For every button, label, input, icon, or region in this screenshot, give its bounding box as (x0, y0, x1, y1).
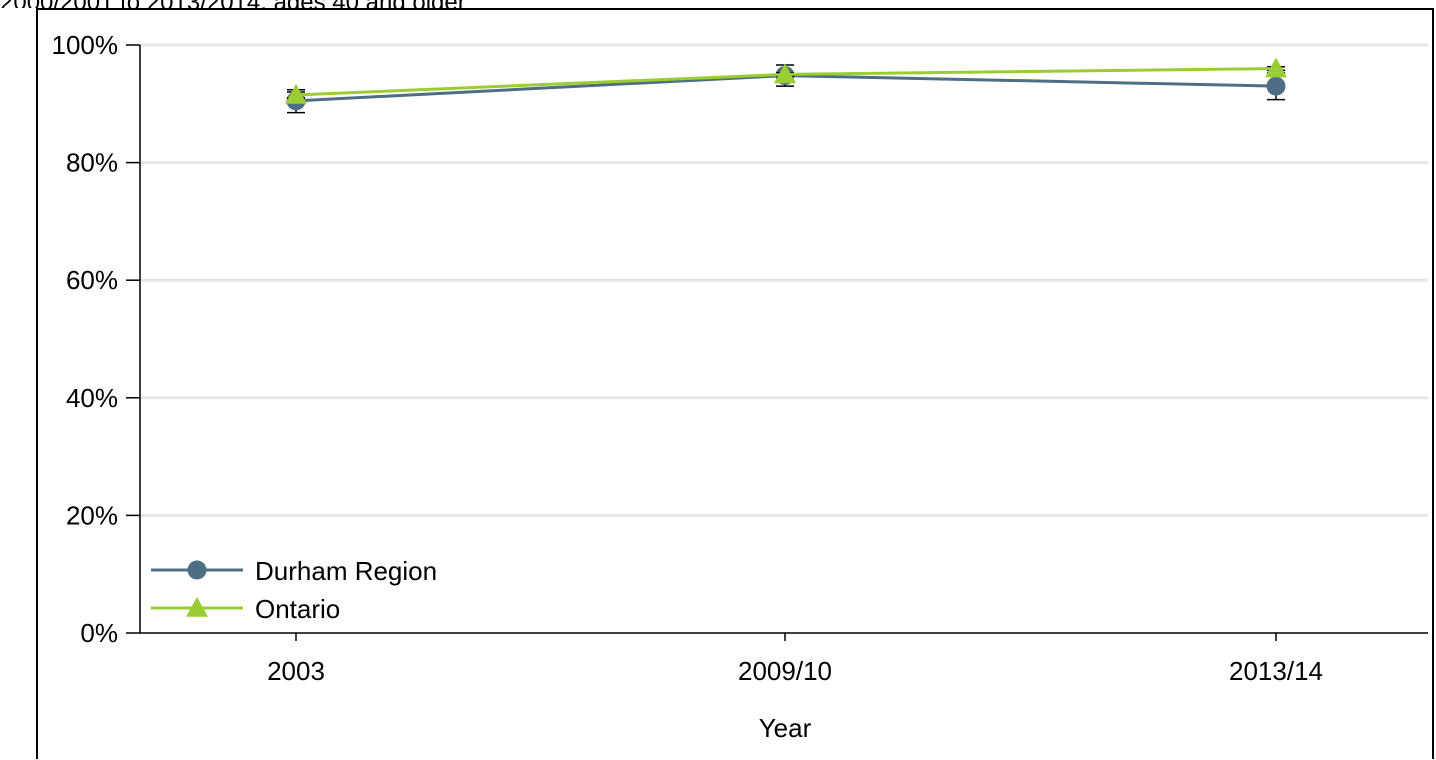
y-tick-label: 80% (66, 148, 118, 178)
chart-frame (36, 8, 1434, 759)
data-point (774, 63, 796, 84)
legend: Durham Region Ontario (151, 556, 437, 624)
x-axis-title: Year (759, 713, 812, 743)
x-tick-label: 2003 (267, 656, 325, 686)
series-ontario (285, 57, 1287, 104)
legend-marker (187, 560, 207, 580)
data-point (1265, 57, 1287, 78)
legend-marker (186, 597, 208, 617)
data-point (285, 83, 307, 104)
legend-label: Durham Region (255, 556, 437, 586)
chart-subtitle: 2000/2001 to 2013/2014, ages 40 and olde… (0, 0, 1436, 8)
y-tick-label: 20% (66, 500, 118, 530)
y-tick-label: 100% (52, 30, 119, 60)
y-tick-label: 40% (66, 383, 118, 413)
y-tick-label: 60% (66, 265, 118, 295)
data-point (1266, 76, 1286, 96)
y-tick-label: 0% (80, 618, 118, 648)
x-tick-label: 2013/14 (1229, 656, 1323, 686)
legend-label: Ontario (255, 594, 340, 624)
x-tick-label: 2009/10 (738, 656, 832, 686)
